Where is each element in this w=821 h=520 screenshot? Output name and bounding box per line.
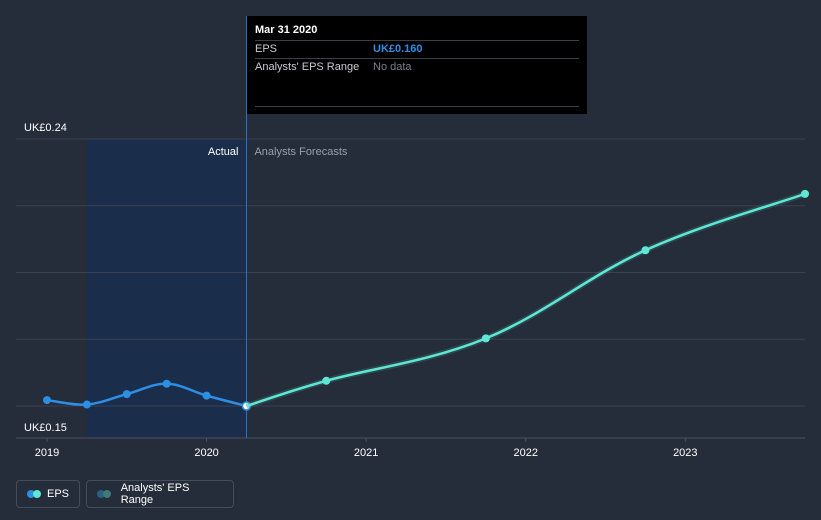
x-tick-label: 2019 [35, 447, 59, 459]
legend-range-label: Analysts' EPS Range [120, 482, 190, 506]
y-axis-bottom-label: UK£0.15 [24, 422, 67, 434]
actual-eps-point [43, 396, 51, 405]
series-layer [43, 189, 809, 411]
actual-eps-point [82, 400, 91, 409]
tooltip-eps-value: UK£0.160 [373, 43, 423, 55]
forecast-range-shadow [245, 191, 806, 409]
tooltip-range-label: Analysts' EPS Range [255, 61, 360, 73]
legend-eps-button[interactable]: EPS [16, 480, 80, 508]
legend-eps-label: EPS [46, 488, 69, 500]
tooltip-eps-label: EPS [255, 43, 278, 55]
grid-lines [16, 138, 805, 439]
tooltip-range-value: No data [373, 61, 412, 73]
y-axis-top-label: UK£0.24 [24, 122, 67, 134]
actual-eps-point [162, 379, 171, 388]
x-tick-label: 2020 [194, 447, 218, 459]
forecast-eps-point [322, 376, 331, 385]
range-legend-icon [97, 490, 113, 498]
forecast-eps-point [481, 334, 490, 343]
actual-eps-point [202, 391, 211, 400]
x-axis-ticks: 2019 2020 2021 2022 2023 [35, 438, 698, 459]
x-tick-label: 2023 [673, 447, 697, 459]
tooltip-divider [255, 106, 579, 107]
actual-period-band [86, 139, 247, 438]
forecast-eps-line [246, 192, 806, 408]
forecast-eps-point [641, 246, 650, 255]
tooltip: Mar 31 2020 EPS UK£0.160 Analysts' EPS R… [247, 16, 587, 114]
tooltip-range-row: Analysts' EPS Range No data [255, 58, 579, 76]
x-tick-label: 2022 [513, 447, 537, 459]
forecast-section-label: Analysts Forecasts [254, 146, 347, 158]
forecast-eps-point [801, 189, 809, 198]
actual-eps-point [122, 390, 131, 399]
tooltip-eps-row: EPS UK£0.160 [255, 40, 579, 58]
legend-range-button[interactable]: Analysts' EPS Range [86, 480, 234, 508]
tooltip-date: Mar 31 2020 [255, 24, 318, 36]
eps-legend-icon [27, 490, 41, 498]
actual-section-label: Actual [208, 146, 239, 158]
x-tick-label: 2021 [354, 447, 378, 459]
